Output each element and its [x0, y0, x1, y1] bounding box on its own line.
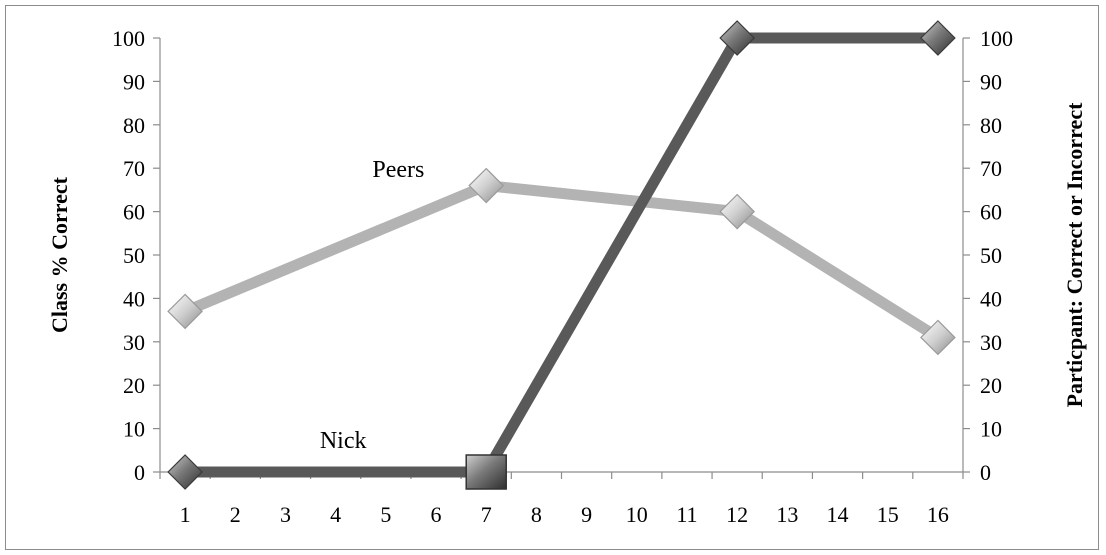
y-left-tick-label: 20 [123, 373, 145, 398]
x-tick-label: 16 [927, 502, 949, 527]
y-right-tick-label: 30 [980, 330, 1002, 355]
y-right-tick-label: 20 [980, 373, 1002, 398]
series-line-nick [185, 32, 938, 478]
data-point-peers [468, 167, 505, 204]
x-tick-label: 14 [827, 502, 849, 527]
y-left-tick-label: 40 [123, 286, 145, 311]
y-left-tick-label: 60 [123, 200, 145, 225]
y-right-tick-label: 40 [980, 286, 1002, 311]
x-tick-label: 11 [676, 502, 697, 527]
x-tick-label: 15 [877, 502, 899, 527]
y-left-tick-label: 80 [123, 113, 145, 138]
series-label-nick: Nick [320, 428, 367, 454]
y-right-tick-label: 100 [980, 26, 1013, 51]
series-line-peers [182, 179, 941, 343]
y-left-tick-label: 90 [123, 69, 145, 94]
y-axis-left-title: Class % Correct [47, 176, 72, 333]
y-left-tick-label: 10 [123, 417, 145, 442]
x-tick-label: 6 [431, 502, 442, 527]
y-left-tick-label: 100 [112, 26, 145, 51]
x-tick-label: 5 [380, 502, 391, 527]
data-point-peers [920, 319, 956, 356]
x-tick-label: 8 [531, 502, 542, 527]
y-right-tick-label: 10 [980, 417, 1002, 442]
x-tick-label: 7 [481, 502, 492, 527]
data-point-nick [465, 454, 507, 490]
y-left-tick-label: 70 [123, 156, 145, 181]
y-left-tick-label: 0 [134, 460, 145, 485]
data-point-peers [719, 193, 756, 230]
x-tick-label: 9 [581, 502, 592, 527]
x-tick-label: 3 [280, 502, 291, 527]
y-right-tick-label: 90 [980, 69, 1002, 94]
y-right-tick-label: 50 [980, 243, 1002, 268]
y-right-tick-label: 70 [980, 156, 1002, 181]
y-right-tick-label: 0 [980, 460, 991, 485]
y-right-tick-label: 80 [980, 113, 1002, 138]
y-axis-right-title: Particpant: Correct or Incorrect [1062, 102, 1087, 407]
data-point-nick [719, 20, 756, 56]
x-tick-label: 4 [330, 502, 341, 527]
x-tick-label: 12 [726, 502, 748, 527]
data-point-nick [920, 20, 956, 56]
x-tick-label: 10 [626, 502, 648, 527]
x-tick-label: 2 [230, 502, 241, 527]
x-tick-label: 1 [180, 502, 191, 527]
y-right-tick-label: 60 [980, 200, 1002, 225]
series-label-peers: Peers [372, 157, 424, 183]
x-tick-label: 13 [776, 502, 798, 527]
data-point-peers [167, 293, 203, 330]
y-left-tick-label: 50 [123, 243, 145, 268]
y-left-tick-label: 30 [123, 330, 145, 355]
data-point-nick [167, 454, 203, 490]
